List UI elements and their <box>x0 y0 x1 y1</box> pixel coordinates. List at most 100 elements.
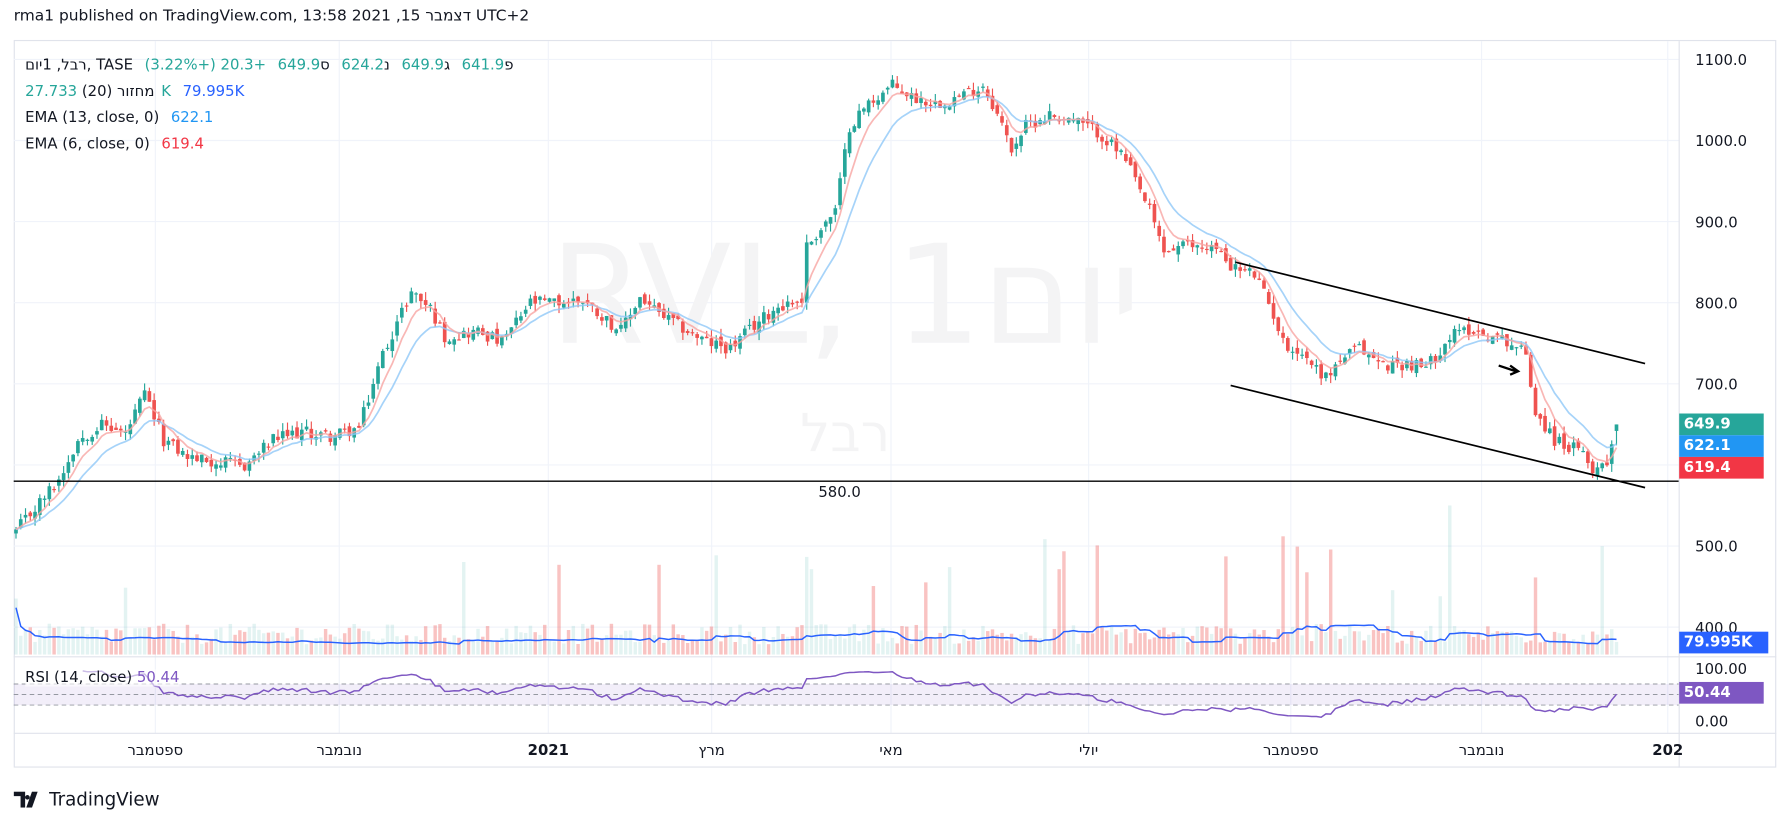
chart-panel[interactable] <box>13 39 1777 768</box>
candle-body <box>561 303 566 308</box>
candle-body <box>523 309 528 314</box>
volume-bar <box>438 624 442 655</box>
candle-body <box>800 298 804 303</box>
volume-bar <box>881 628 885 655</box>
candle-body <box>461 330 466 339</box>
volume-bar <box>976 640 980 655</box>
candle-body <box>733 340 738 347</box>
volume-bar <box>576 643 580 655</box>
candle-body <box>1581 450 1585 453</box>
volume-bar <box>743 644 747 655</box>
volume-bar <box>200 643 204 655</box>
volume-bar <box>1433 641 1438 655</box>
volume-bar <box>1300 635 1304 655</box>
time-label: מאי <box>879 742 903 760</box>
volume-bar <box>1128 643 1133 655</box>
volume-bar <box>1086 632 1090 655</box>
candle-body <box>18 519 23 528</box>
volume-bar <box>814 625 818 655</box>
candle-body <box>1224 248 1228 262</box>
volume-bar <box>1562 633 1566 655</box>
candle-body <box>52 489 56 491</box>
candle-body <box>1314 365 1319 367</box>
volume-bar <box>457 637 461 655</box>
candle-body <box>1205 248 1209 251</box>
volume-bar <box>1000 632 1004 655</box>
volume-bar <box>1471 636 1476 655</box>
volume-bar <box>442 637 447 655</box>
candle-body <box>1019 135 1023 147</box>
candle-body <box>1195 245 1200 248</box>
volume-bar <box>719 641 723 655</box>
volume-bar <box>495 641 499 655</box>
candle-body <box>295 427 299 439</box>
candle-body <box>500 336 504 346</box>
candle-body <box>228 457 233 460</box>
legend-volume-row[interactable]: מחזור (20) 27.733K 79.995K <box>25 79 520 105</box>
volume-bar <box>852 624 857 655</box>
candle-body <box>914 93 919 104</box>
candle-body <box>595 308 599 317</box>
candle-body <box>42 498 47 500</box>
volume-bar <box>657 564 661 655</box>
candle-body <box>261 442 266 453</box>
legend-ema13-row[interactable]: EMA (13, close, 0) 622.1 <box>25 105 520 131</box>
candle-body <box>1124 154 1128 162</box>
volume-bar <box>1019 634 1023 655</box>
rsi-legend[interactable]: RSI (14, close) 50.44 <box>25 669 180 687</box>
candle-body <box>1071 120 1076 122</box>
volume-bar <box>1147 639 1152 655</box>
candle-body <box>214 464 218 469</box>
volume-bar <box>409 640 414 655</box>
volume-bar <box>1519 637 1523 655</box>
volume-bar <box>838 633 842 655</box>
candle-body <box>1228 257 1233 271</box>
volume-bar <box>1295 546 1300 655</box>
candle-body <box>14 529 18 534</box>
candle-body <box>714 340 719 349</box>
candle-body <box>1157 225 1162 237</box>
volume-bar <box>685 643 690 655</box>
volume-bar <box>333 636 337 655</box>
close-price-tag: 649.9 <box>1679 413 1764 436</box>
tradingview-logo[interactable]: TradingView <box>13 788 160 810</box>
volume-bar <box>314 638 318 655</box>
volume-bar <box>38 629 42 655</box>
candle-body <box>614 329 619 334</box>
volume-bar <box>1481 639 1485 655</box>
candle-body <box>419 293 423 302</box>
volume-bar <box>204 642 209 655</box>
time-label: 202 <box>1652 742 1684 760</box>
symbol-name[interactable]: רבל, 1יום, TASE <box>25 57 134 75</box>
volume-bar <box>781 633 785 655</box>
candle-body <box>838 178 842 206</box>
volume-bar <box>766 644 771 655</box>
volume-bar <box>104 629 109 655</box>
volume-bar <box>676 634 680 655</box>
candle-body <box>1376 360 1381 362</box>
candle-body <box>376 366 380 384</box>
volume-bar <box>71 628 75 655</box>
ema13-label: EMA (13, close, 0) <box>25 109 160 127</box>
volume-label: מחזור (20) <box>81 83 155 101</box>
price-tick: 900.0 <box>1695 214 1737 231</box>
candle-body <box>357 425 361 428</box>
volume-bar <box>1486 626 1490 655</box>
volume-bar <box>414 636 418 655</box>
volume-bar <box>1328 549 1333 655</box>
ema13-price-tag: 622.1 <box>1679 435 1764 457</box>
volume-bar <box>1376 628 1381 655</box>
volume-bar <box>1610 629 1614 655</box>
volume-bar <box>261 633 266 655</box>
volume-bar <box>504 628 509 655</box>
candle-body <box>61 473 66 480</box>
volume-bar <box>428 642 433 655</box>
volume-bar <box>671 624 676 655</box>
volume-bar <box>1224 556 1228 655</box>
volume-bar <box>1467 634 1471 655</box>
volume-bar <box>1529 640 1533 655</box>
legend-ema6-row[interactable]: EMA (6, close, 0) 619.4 <box>25 131 520 157</box>
ohlc-high: ג649.9 <box>401 57 451 75</box>
volume-bar <box>481 636 485 655</box>
